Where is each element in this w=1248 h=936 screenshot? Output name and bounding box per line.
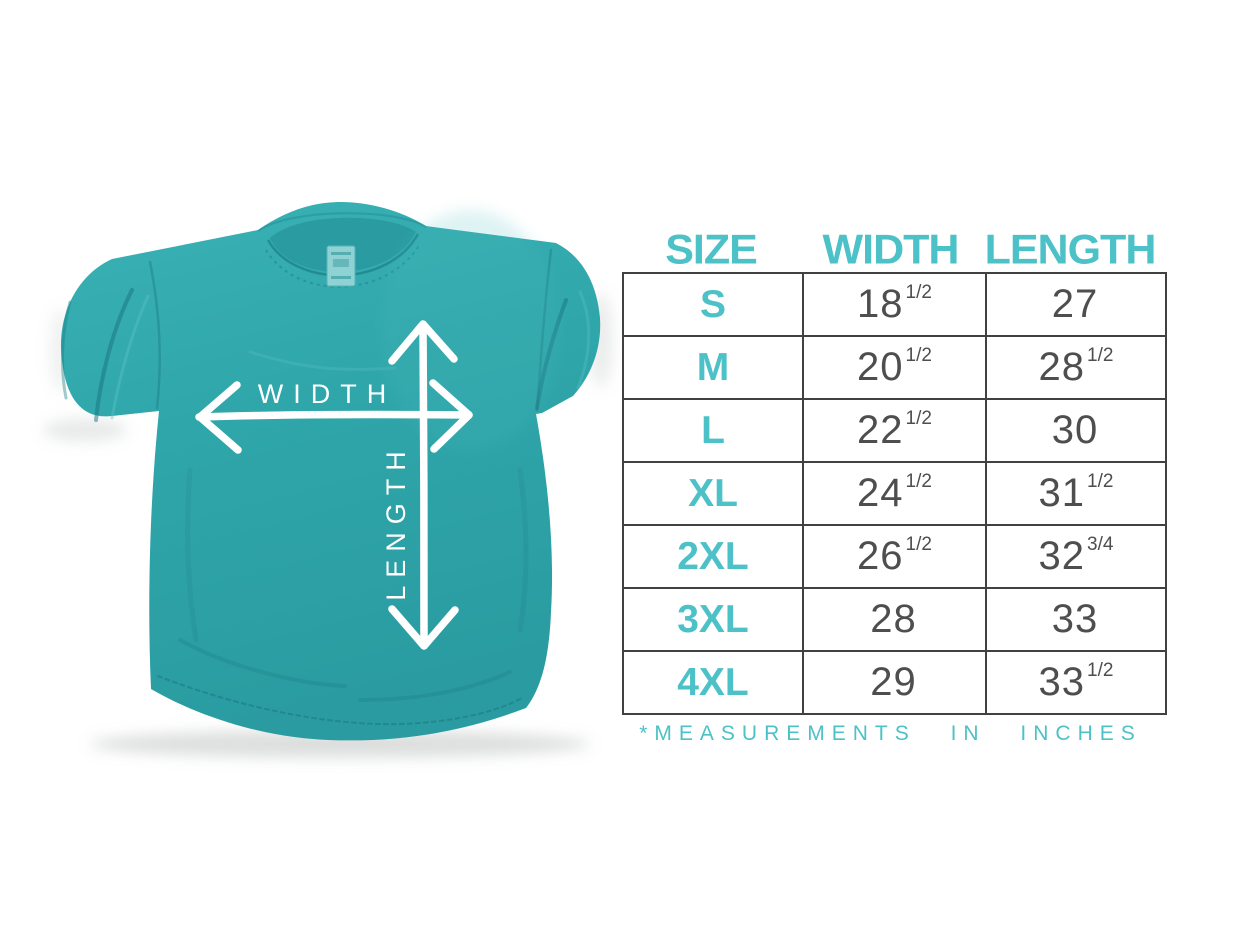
fraction: 1/2 [1087, 470, 1114, 492]
table-row: 3XL 28 33 [622, 587, 1167, 652]
table-row: S 18 1/2 27 [622, 272, 1167, 337]
size-cell: 2XL [622, 524, 804, 589]
size-cell: 4XL [622, 650, 804, 715]
size-chart-headers: SIZE WIDTH LENGTH [622, 222, 1159, 272]
size-cell: M [622, 335, 804, 400]
table-row: L 22 1/2 30 [622, 398, 1167, 463]
collar-tag [326, 245, 356, 287]
length-cell: 33 [985, 587, 1167, 652]
size-cell: 3XL [622, 587, 804, 652]
length-arrow [388, 320, 459, 650]
measurements-footnote: *MEASUREMENTS IN INCHES [639, 722, 1142, 745]
length-cell: 33 1/2 [985, 650, 1167, 715]
fraction: 1/2 [905, 407, 932, 429]
fraction: 3/4 [1087, 533, 1114, 555]
length-cell: 28 1/2 [985, 335, 1167, 400]
length-cell: 32 3/4 [985, 524, 1167, 589]
size-chart-table: S 18 1/2 27 M 20 1/2 28 1/2 L 22 1/2 30 XL 2… [622, 272, 1167, 715]
fraction: 1/2 [905, 344, 932, 366]
table-row: 4XL 29 33 1/2 [622, 650, 1167, 715]
table-row: XL 24 1/2 31 1/2 [622, 461, 1167, 526]
length-cell: 30 [985, 398, 1167, 463]
width-cell: 24 1/2 [802, 461, 987, 526]
width-cell: 28 [802, 587, 987, 652]
shirt-length-label: LENGTH [381, 443, 411, 601]
measurement-arrows [195, 320, 473, 650]
shirt-width-label: WIDTH [258, 379, 396, 409]
size-chart: SIZE WIDTH LENGTH S 18 1/2 27 M 20 1/2 28 1… [622, 222, 1167, 746]
width-cell: 26 1/2 [802, 524, 987, 589]
fraction: 1/2 [905, 281, 932, 303]
size-cell: L [622, 398, 804, 463]
size-cell: S [622, 272, 804, 337]
length-cell: 27 [985, 272, 1167, 337]
width-cell: 22 1/2 [802, 398, 987, 463]
fraction: 1/2 [905, 470, 932, 492]
tshirt [60, 202, 601, 741]
width-cell: 18 1/2 [802, 272, 987, 337]
neck-opening [270, 217, 416, 272]
width-arrow [195, 379, 473, 454]
width-cell: 20 1/2 [802, 335, 987, 400]
table-row: M 20 1/2 28 1/2 [622, 335, 1167, 400]
fraction: 1/2 [905, 533, 932, 555]
fraction: 1/2 [1087, 659, 1114, 681]
header-length: LENGTH [984, 226, 1157, 274]
length-cell: 31 1/2 [985, 461, 1167, 526]
header-size: SIZE [665, 226, 758, 274]
table-row: 2XL 26 1/2 32 3/4 [622, 524, 1167, 589]
size-cell: XL [622, 461, 804, 526]
header-width: WIDTH [822, 226, 960, 274]
fraction: 1/2 [1087, 344, 1114, 366]
width-cell: 29 [802, 650, 987, 715]
